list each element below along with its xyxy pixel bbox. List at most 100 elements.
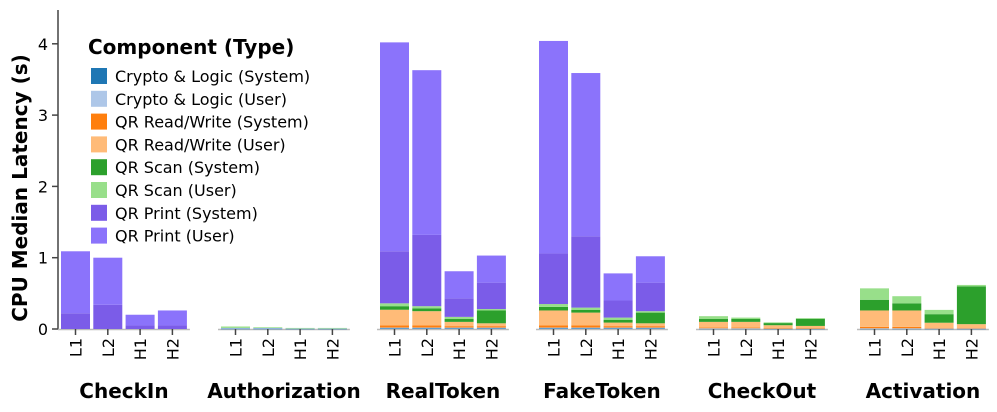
bar-segment	[125, 325, 155, 329]
bar-segment	[539, 40, 568, 254]
y-axis: 0 1 2 3 4	[38, 10, 59, 339]
y-tick-label: 2	[38, 177, 48, 196]
bar-label: H2	[641, 338, 660, 360]
bar-segment	[444, 316, 474, 320]
bar-label: H2	[163, 338, 182, 360]
legend-title: Component (Type)	[88, 35, 294, 59]
bar-segment	[795, 318, 825, 319]
bar-segment	[763, 328, 793, 330]
bar-segment	[860, 310, 889, 327]
bar-segment	[924, 314, 954, 323]
bar-segment	[731, 319, 761, 322]
bar-label: L2	[259, 338, 278, 357]
bar-segment	[731, 327, 761, 329]
bar-segment	[795, 325, 825, 329]
y-tick-label: 0	[38, 320, 48, 339]
bar-segment	[860, 328, 889, 330]
bar-segment	[603, 328, 633, 329]
group-label: Activation	[866, 379, 981, 403]
bar-segment	[539, 253, 568, 305]
bar-segment	[444, 298, 474, 317]
bar-segment	[603, 326, 633, 328]
bar-segment	[476, 323, 506, 327]
bar-segment	[221, 328, 250, 330]
bar-segment	[93, 304, 123, 329]
group-label: CheckOut	[708, 379, 817, 403]
bar-segment	[221, 327, 250, 329]
bar-label: L1	[705, 338, 724, 357]
legend: Component (Type) Crypto & Logic (System)…	[88, 35, 310, 246]
bar-segment	[125, 314, 155, 326]
bar-segment	[635, 328, 665, 329]
bar-segment	[603, 319, 633, 323]
bar-segment	[285, 328, 315, 329]
bar-segment	[571, 328, 601, 329]
bar-segment	[380, 309, 409, 326]
bar-segment	[892, 328, 922, 329]
bar-segment	[539, 328, 568, 329]
bar-segment	[444, 326, 474, 328]
bar-segment	[380, 42, 409, 252]
bar-segment	[412, 325, 442, 328]
bar-segment	[924, 328, 954, 330]
group-label: FakeToken	[543, 379, 661, 403]
bar-segment	[539, 327, 568, 329]
bar-segment	[539, 325, 568, 328]
bar-segment	[635, 311, 665, 313]
bar-segment	[699, 319, 728, 322]
bar-segment	[635, 282, 665, 312]
bar-segment	[571, 309, 601, 313]
bar-segment	[444, 319, 474, 322]
bar-label: L1	[67, 338, 86, 357]
y-axis-title: CPU Median Latency (s)	[8, 54, 32, 322]
bar-label: H1	[930, 338, 949, 360]
bar-segment	[635, 312, 665, 324]
bar-segment	[253, 328, 283, 330]
bar-segment	[412, 308, 442, 312]
bar-label: H1	[609, 338, 628, 360]
bar-label: L2	[418, 338, 437, 357]
bar-segment	[476, 310, 506, 324]
bar-segment	[539, 306, 568, 311]
bar-segment	[476, 326, 506, 328]
bar-label: L1	[545, 338, 564, 357]
bar-segment	[317, 327, 347, 329]
legend-label: QR Read/Write (System)	[115, 113, 309, 132]
bar-label: H2	[962, 338, 981, 360]
bar-segment	[924, 309, 954, 315]
bar-label: H1	[769, 338, 788, 360]
group-label: CheckIn	[79, 379, 168, 403]
legend-swatch	[91, 204, 107, 221]
bar-segment	[380, 325, 409, 328]
bars-layer	[58, 40, 989, 331]
bar-segment	[571, 325, 601, 328]
bar-label: L2	[737, 338, 756, 357]
legend-label: QR Print (User)	[115, 227, 235, 246]
y-tick-label: 3	[38, 106, 48, 125]
group-label: RealToken	[386, 379, 501, 403]
bar-segment	[699, 316, 728, 320]
bar-segment	[699, 328, 728, 330]
bar-segment	[571, 312, 601, 326]
bar-segment	[699, 328, 728, 329]
x-axis-labels: L1 L2 H1 H2 CheckIn L1 L2 H1 H2 Authorization L1 L2…	[67, 329, 981, 403]
legend-swatch	[91, 113, 107, 130]
bar-segment	[635, 323, 665, 327]
bar-label: L2	[99, 338, 118, 357]
legend-swatch	[91, 182, 107, 198]
bar-segment	[412, 311, 442, 326]
bar-segment	[380, 251, 409, 304]
legend-label: QR Scan (System)	[115, 158, 260, 177]
bar-segment	[253, 327, 283, 328]
bar-segment	[221, 326, 250, 328]
bar-segment	[892, 310, 922, 327]
bar-segment	[444, 328, 474, 329]
bar-segment	[444, 321, 474, 327]
bar-segment	[892, 326, 922, 329]
bar-segment	[380, 306, 409, 310]
bar-segment	[571, 73, 601, 237]
legend-label: QR Read/Write (User)	[115, 135, 286, 154]
bar-segment	[603, 300, 633, 318]
legend-swatch	[91, 136, 107, 153]
